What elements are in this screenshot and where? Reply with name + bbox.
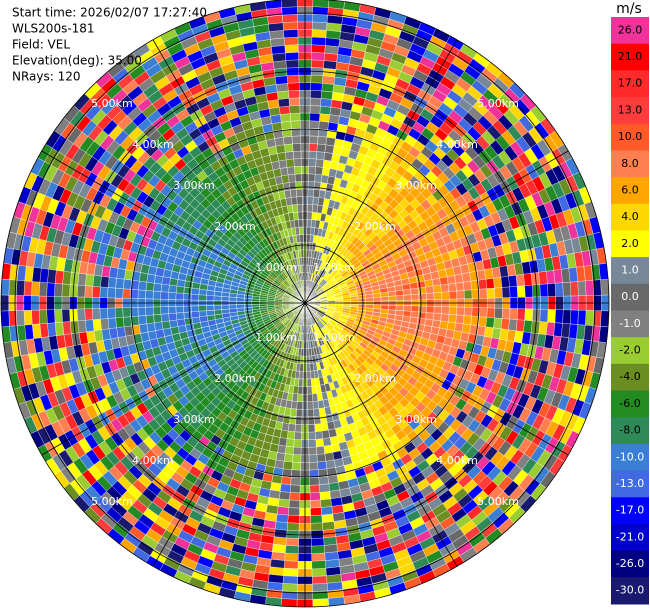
colorbar-segment <box>611 257 649 285</box>
ring-label: 5.00km <box>477 495 519 508</box>
colorbar-tick-label: 0.0 <box>621 290 639 303</box>
colorbar-tick-label: -30.0 <box>616 584 644 597</box>
ring-label: 3.00km <box>395 413 437 426</box>
colorbar-tick-label: -4.0 <box>619 370 640 383</box>
colorbar-segment <box>611 577 649 605</box>
info-line: NRays: 120 <box>12 70 81 84</box>
ring-label: 1.00km <box>313 331 355 344</box>
colorbar-segment <box>611 97 649 125</box>
ring-label: 4.00km <box>132 138 174 151</box>
colorbar-tick-label: -2.0 <box>619 344 640 357</box>
ring-label: 2.00km <box>214 372 256 385</box>
colorbar-tick-label: -17.0 <box>616 504 644 517</box>
colorbar-segment <box>611 550 649 578</box>
colorbar-segment <box>611 17 649 45</box>
range-ring <box>14 12 596 594</box>
colorbar-segment <box>611 363 649 392</box>
colorbar-segment <box>611 123 649 151</box>
colorbar-tick-label: 1.0 <box>621 263 639 276</box>
radar-field <box>1 0 609 607</box>
colorbar-tick-label: -1.0 <box>619 317 640 330</box>
colorbar-segment <box>611 443 649 472</box>
colorbar-label: m/s <box>616 1 642 17</box>
colorbar-tick-label: -13.0 <box>616 477 644 490</box>
colorbar-tick-label: -8.0 <box>619 424 640 437</box>
colorbar-tick-label: -6.0 <box>619 397 640 410</box>
ring-label: 5.00km <box>477 97 519 110</box>
colorbar-tick-label: 17.0 <box>618 77 643 90</box>
ring-label: 1.00km <box>313 261 355 274</box>
colorbar-tick-label: 21.0 <box>618 50 643 63</box>
info-line: Start time: 2026/02/07 17:27:40 <box>12 6 207 20</box>
ring-label: 3.00km <box>395 179 437 192</box>
colorbar-segment <box>611 523 649 552</box>
info-line: Field: VEL <box>12 38 70 52</box>
range-ring <box>130 128 480 478</box>
colorbar-segment <box>611 390 649 418</box>
ring-label: 1.00km <box>255 261 297 274</box>
colorbar-segment <box>611 497 649 525</box>
colorbar-segment <box>611 310 649 338</box>
ring-label: 2.00km <box>354 220 396 233</box>
spoke <box>152 39 306 304</box>
colorbar-tick-label: 2.0 <box>621 237 639 250</box>
ring-label: 4.00km <box>436 454 478 467</box>
info-line: Elevation(deg): 35.00 <box>12 54 142 68</box>
ring-label: 3.00km <box>173 413 215 426</box>
ring-label: 3.00km <box>173 179 215 192</box>
colorbar-tick-label: 26.0 <box>618 23 643 36</box>
ring-label: 4.00km <box>132 454 174 467</box>
spoke <box>304 39 458 304</box>
colorbar-tick-label: 8.0 <box>621 157 639 170</box>
info-line: WLS200s-181 <box>12 22 95 36</box>
spoke <box>41 302 306 456</box>
colorbar-segment <box>611 337 649 365</box>
colorbar-segment <box>611 43 649 71</box>
spoke <box>304 150 569 304</box>
colorbar-segment <box>611 177 649 205</box>
radar-gates <box>1 0 594 599</box>
colorbar-tick-label: 4.0 <box>621 210 639 223</box>
spoke <box>304 302 569 456</box>
colorbar-tick-label: 6.0 <box>621 183 639 196</box>
colorbar-tick-label: -10.0 <box>616 450 644 463</box>
range-ring <box>72 70 538 536</box>
ring-label: 5.00km <box>91 495 133 508</box>
colorbar-segment <box>611 70 649 98</box>
colorbar-segment <box>611 283 649 311</box>
colorbar-segment <box>611 150 649 178</box>
ring-label: 4.00km <box>436 138 478 151</box>
ring-label: 5.00km <box>91 97 133 110</box>
colorbar-tick-label: -26.0 <box>616 557 644 570</box>
spoke <box>41 150 306 304</box>
range-ring <box>246 244 364 362</box>
outer-ring <box>0 0 610 608</box>
ring-label: 2.00km <box>214 220 256 233</box>
colorbar-segment <box>611 417 649 445</box>
range-ring <box>188 186 422 420</box>
spoke <box>152 302 306 567</box>
ring-label: 1.00km <box>255 331 297 344</box>
colorbar-segment <box>611 230 649 258</box>
colorbar-tick-label: 10.0 <box>618 130 643 143</box>
colorbar-tick-label: 13.0 <box>618 103 643 116</box>
colorbar-segment <box>611 470 649 498</box>
colorbar-tick-label: -21.0 <box>616 530 644 543</box>
spoke <box>304 302 458 567</box>
overlay: 1.00km 1.00km 1.00km 1.00km 2.00km 2.00km 2.00… <box>0 0 610 608</box>
colorbar-segment <box>611 203 649 231</box>
ring-label: 2.00km <box>354 372 396 385</box>
